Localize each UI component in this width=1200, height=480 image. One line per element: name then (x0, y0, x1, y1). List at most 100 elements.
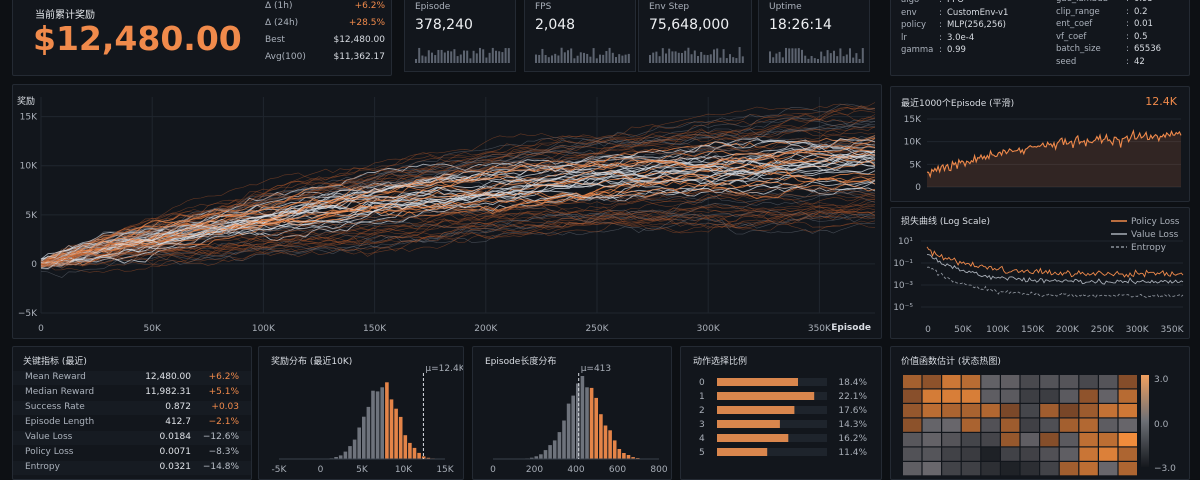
heatmap-cell (1079, 418, 1098, 432)
heatmap-chart: 3.0 0.0 −3.0 (903, 375, 1176, 476)
spark-bar (495, 50, 497, 63)
stat-value: 378,240 (415, 17, 473, 33)
main-series-line (40, 156, 876, 264)
config-value: 3.0e-4 (947, 32, 975, 43)
action-label: 2 (699, 406, 705, 416)
spark-bar (466, 50, 469, 63)
spark-bar (826, 50, 829, 63)
spark-bar (463, 50, 465, 63)
spark-bar (794, 48, 797, 63)
hist-bar (557, 432, 562, 459)
main-series-line (40, 199, 875, 267)
main-series-line (40, 126, 876, 262)
heatmap-cell (961, 433, 981, 447)
main-series-line (40, 217, 876, 267)
hist-bar (366, 406, 371, 459)
action-label: 5 (699, 448, 705, 458)
recent-ytick: 10K (904, 138, 922, 148)
hist-bar (338, 455, 343, 459)
config-sep: : (939, 0, 942, 5)
metric-delta: +6.2% (208, 372, 239, 382)
hist-bar (334, 457, 338, 459)
main-series-line (40, 145, 876, 265)
heatmap-cell (1099, 447, 1118, 461)
heatmap-cell (1118, 447, 1137, 461)
heatmap-cell (981, 462, 1000, 476)
hist-bar (412, 447, 417, 459)
spark-bar (823, 56, 826, 63)
recent-ytick: 15K (904, 115, 922, 125)
spark-bar (849, 48, 851, 63)
heatmap-cell (961, 447, 981, 461)
loss-legend-label: Policy Loss (1131, 217, 1180, 227)
heatmap-cell (961, 375, 981, 389)
stat-sparkline (535, 47, 630, 63)
spark-bar (551, 55, 553, 63)
heatmap-cell (942, 404, 961, 418)
spark-bar (713, 49, 715, 63)
spark-bar (829, 53, 832, 63)
config-sep: : (1126, 31, 1129, 42)
hist-bar (539, 454, 543, 459)
spark-bar (541, 48, 544, 63)
hist-bar (408, 442, 412, 459)
action-bar (717, 378, 798, 386)
length-hist-panel: Episode长度分布 μ=413 0 200 400 600 800 (472, 346, 672, 480)
hist-xtick: 600 (609, 465, 626, 475)
config-panel: algo: PPO env: CustomEnv-v1 policy: MLP(256,2… (890, 0, 1190, 76)
stat-label: Uptime (769, 2, 802, 12)
stat-value: 18:26:14 (769, 17, 832, 33)
spark-bar (804, 55, 807, 63)
action-value: 18.4% (838, 378, 867, 388)
spark-bar (485, 57, 488, 63)
metric-delta: +5.1% (208, 387, 239, 397)
heatmap-cell (1001, 389, 1020, 403)
spark-bar (833, 50, 835, 63)
heatmap-cell (1020, 462, 1039, 476)
main-series-line (40, 180, 876, 263)
heatmap-cell (942, 418, 961, 432)
spark-bar (431, 52, 433, 63)
hist-xtick: 5K (356, 465, 369, 475)
stat-value: 2,048 (535, 17, 576, 33)
main-xtick: 100K (252, 324, 276, 334)
heatmap-cell (1001, 418, 1020, 432)
hist-bar (617, 449, 622, 459)
spark-bar (687, 47, 690, 63)
spark-bar (772, 57, 775, 63)
metric-name: Policy Loss (25, 447, 74, 457)
delta-value: $12,480.00 (333, 35, 385, 45)
delta-row: Best $12,480.00 (265, 35, 385, 49)
hist-mean-label: μ=12.4K (425, 364, 464, 374)
spark-bar (437, 49, 440, 63)
spark-bar (538, 54, 541, 63)
metrics-panel: 关键指标 (最近) Mean Reward 12,480.00 +6.2% Media… (12, 346, 252, 480)
spark-bar (836, 56, 839, 63)
main-ytick: 5K (25, 211, 38, 221)
heatmap-cell (942, 433, 961, 447)
spark-bar (579, 52, 582, 63)
delta-label: Best (265, 35, 285, 45)
main-series-line (40, 126, 876, 264)
config-row: algo: PPO (901, 0, 1051, 7)
main-xtick: 50K (144, 324, 162, 334)
spark-bar (658, 56, 661, 63)
heatmap-cell (1020, 404, 1039, 418)
main-series-line (40, 107, 876, 264)
heatmap-cell (961, 389, 981, 403)
loss-xtick: 50K (954, 325, 972, 335)
metric-name: Mean Reward (25, 372, 86, 382)
heatmap-cell (1099, 389, 1118, 403)
reward-value: $12,480.00 (33, 19, 242, 58)
heatmap-cell (922, 418, 941, 432)
spark-bar (608, 47, 611, 63)
action-bar (717, 420, 780, 428)
length-hist-chart: μ=413 0 200 400 600 800 (490, 364, 668, 475)
action-track (717, 448, 827, 456)
spark-bar (674, 51, 677, 63)
heatmap-cell (981, 418, 1000, 432)
config-row: seed:42 (1056, 57, 1186, 69)
config-row: env: CustomEnv-v1 (901, 8, 1051, 20)
hist-bar (612, 440, 617, 459)
spark-bar (415, 58, 417, 63)
